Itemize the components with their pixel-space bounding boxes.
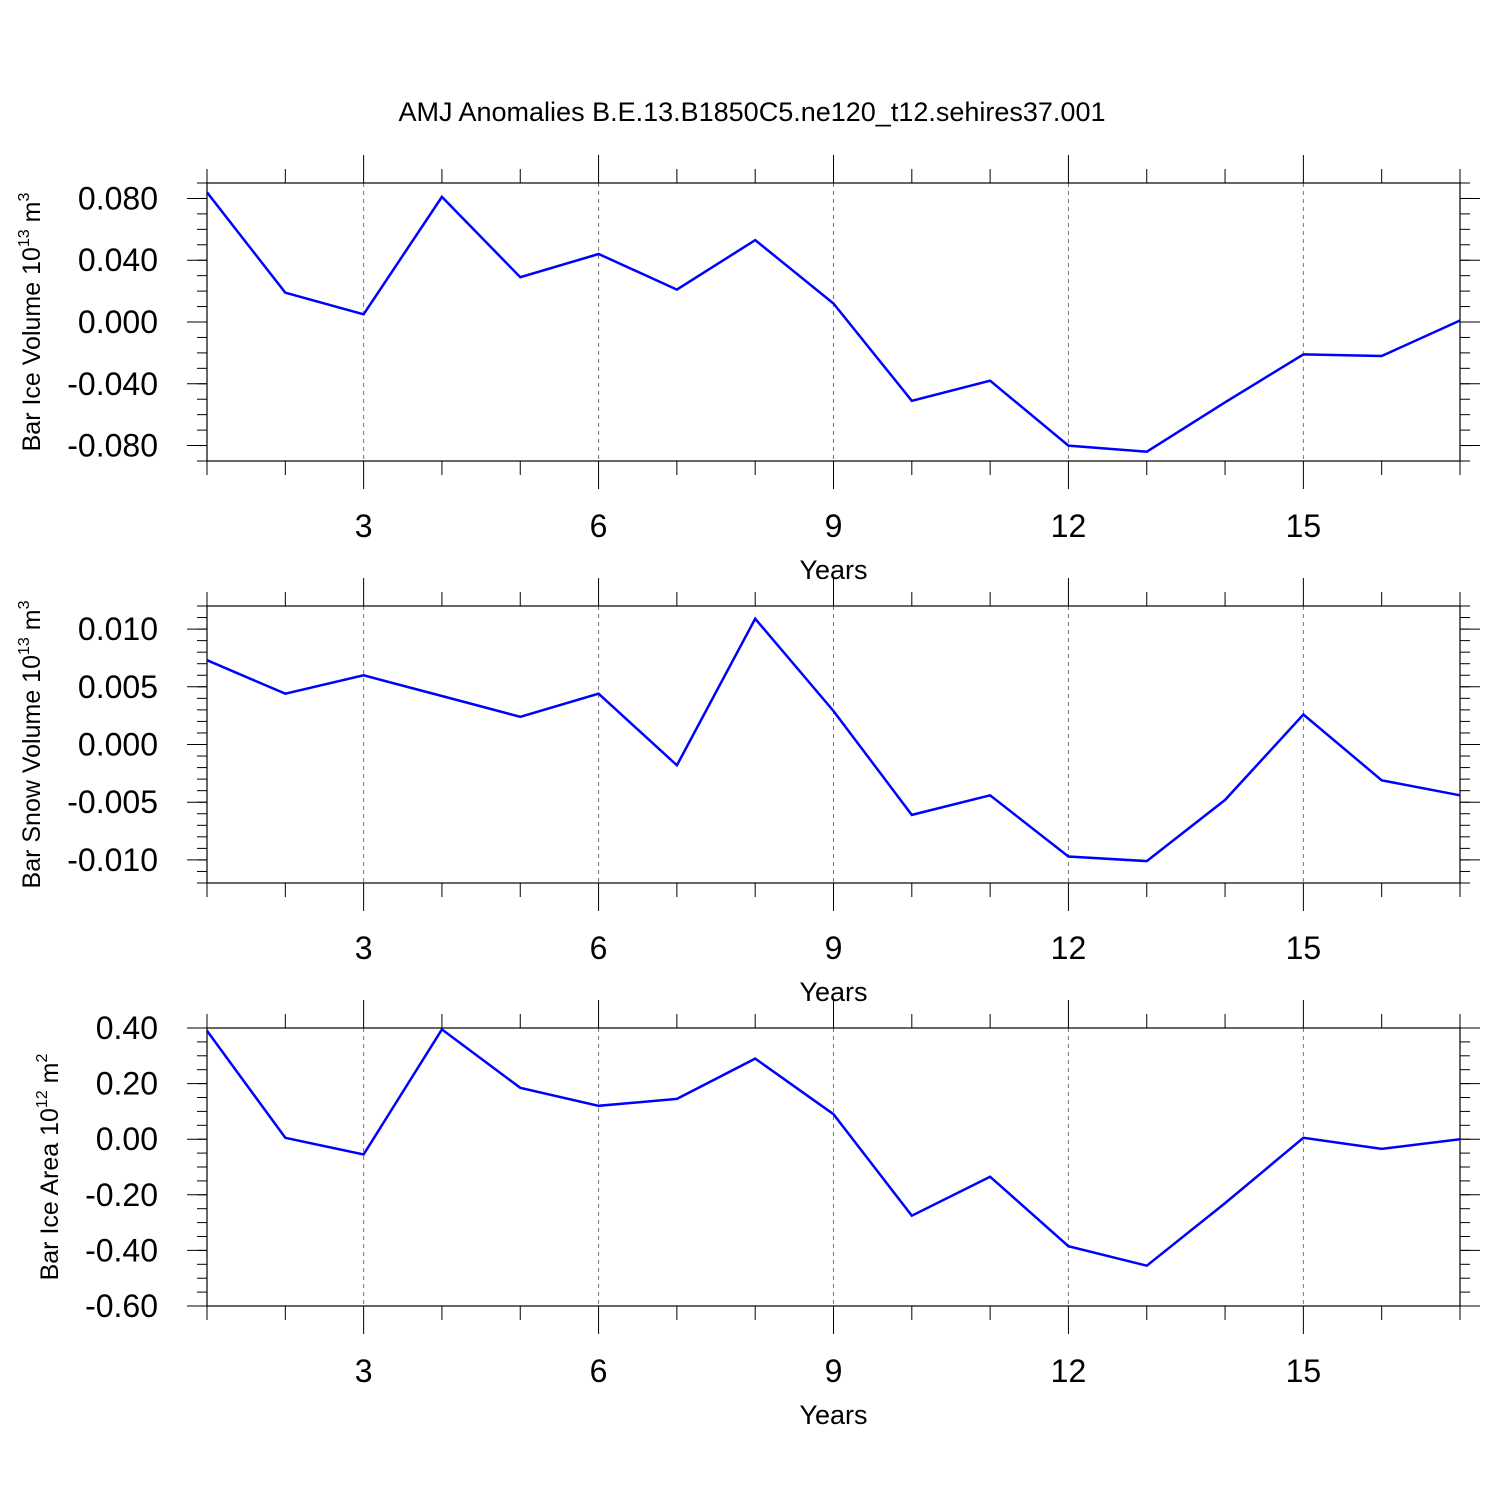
ytick-label: -0.20 [85,1177,158,1213]
xtick-label: 6 [590,930,608,966]
data-point [1380,354,1384,358]
data-point [1380,1147,1384,1151]
data-point [910,1214,914,1218]
ytick-label: -0.40 [85,1232,158,1268]
data-point [1380,778,1384,782]
data-point [1301,712,1305,716]
series-line [206,616,1461,863]
ytick-label: 0.000 [78,304,158,340]
data-point [597,692,601,696]
ytick-label: 0.040 [78,242,158,278]
y-axis-label: Bar Ice Volume 1013 m3 [16,193,46,452]
data-point [1223,798,1227,802]
data-point [1458,793,1462,797]
data-point [205,1029,209,1033]
data-point [753,1057,757,1061]
xtick-label: 15 [1286,508,1322,544]
data-point [832,709,836,713]
xtick-label: 15 [1286,1353,1322,1389]
xtick-label: 6 [590,1353,608,1389]
xtick-label: 3 [355,508,373,544]
data-point [1458,1137,1462,1141]
xtick-label: 15 [1286,930,1322,966]
data-point [518,715,522,719]
data-point [1223,1201,1227,1205]
data-point [1066,854,1070,858]
data-point [518,275,522,279]
data-point [910,813,914,817]
y-axis-label: Bar Ice Area 1012 m2 [34,1054,64,1281]
data-point [753,617,757,621]
ytick-label: 0.20 [96,1066,158,1102]
xtick-label: 9 [825,930,843,966]
series-line [205,1027,1461,1268]
data-point [675,763,679,767]
chart-title: AMJ Anomalies B.E.13.B1850C5.ne120_t12.s… [399,97,1106,127]
panel-3: -0.60 -0.40 -0.20 0.00 0.20 0.40 3 6 9 12 15 Years B… [34,1000,1480,1430]
data-point [440,694,444,698]
xtick-label: 9 [825,508,843,544]
y-axis-label: Bar Snow Volume 1013 m3 [16,600,46,888]
ytick-label: -0.005 [67,784,158,820]
data-point [1066,1244,1070,1248]
series-line [206,191,1461,453]
ytick-label: -0.040 [67,366,158,402]
data-point [597,1104,601,1108]
ytick-label: 0.40 [96,1010,158,1046]
data-point [832,301,836,305]
data-point [283,1136,287,1140]
xtick-label: 9 [825,1353,843,1389]
ytick-label: -0.080 [67,428,158,464]
data-point [440,195,444,199]
ytick-label: 0.00 [96,1121,158,1157]
data-point [283,692,287,696]
ytick-label: 0.080 [78,180,158,216]
data-point [597,252,601,256]
data-point [1145,1264,1149,1268]
ytick-label: 0.010 [78,611,158,647]
ytick-label: 0.000 [78,727,158,763]
data-point [1301,352,1305,356]
data-point [205,190,209,194]
data-point [1145,450,1149,454]
x-axis-label: Years [799,1400,867,1430]
data-point [283,291,287,295]
data-point [440,1027,444,1031]
ytick-label: -0.60 [85,1288,158,1324]
data-point [362,673,366,677]
data-point [1145,859,1149,863]
xtick-label: 12 [1051,1353,1087,1389]
data-point [1301,1136,1305,1140]
data-point [988,379,992,383]
data-point [753,238,757,242]
data-point [362,1152,366,1156]
xtick-label: 12 [1051,508,1087,544]
data-point [1223,400,1227,404]
data-point [205,658,209,662]
data-point [988,793,992,797]
data-point [832,1112,836,1116]
xtick-label: 12 [1051,930,1087,966]
data-point [910,399,914,403]
data-point [518,1086,522,1090]
xtick-label: 3 [355,930,373,966]
data-point [675,1097,679,1101]
ytick-label: 0.005 [78,669,158,705]
data-point [362,312,366,316]
data-point [1458,318,1462,322]
data-point [988,1175,992,1179]
data-point [675,288,679,292]
data-point [1066,444,1070,448]
xtick-label: 6 [590,508,608,544]
xtick-label: 3 [355,1353,373,1389]
ytick-label: -0.010 [67,842,158,878]
